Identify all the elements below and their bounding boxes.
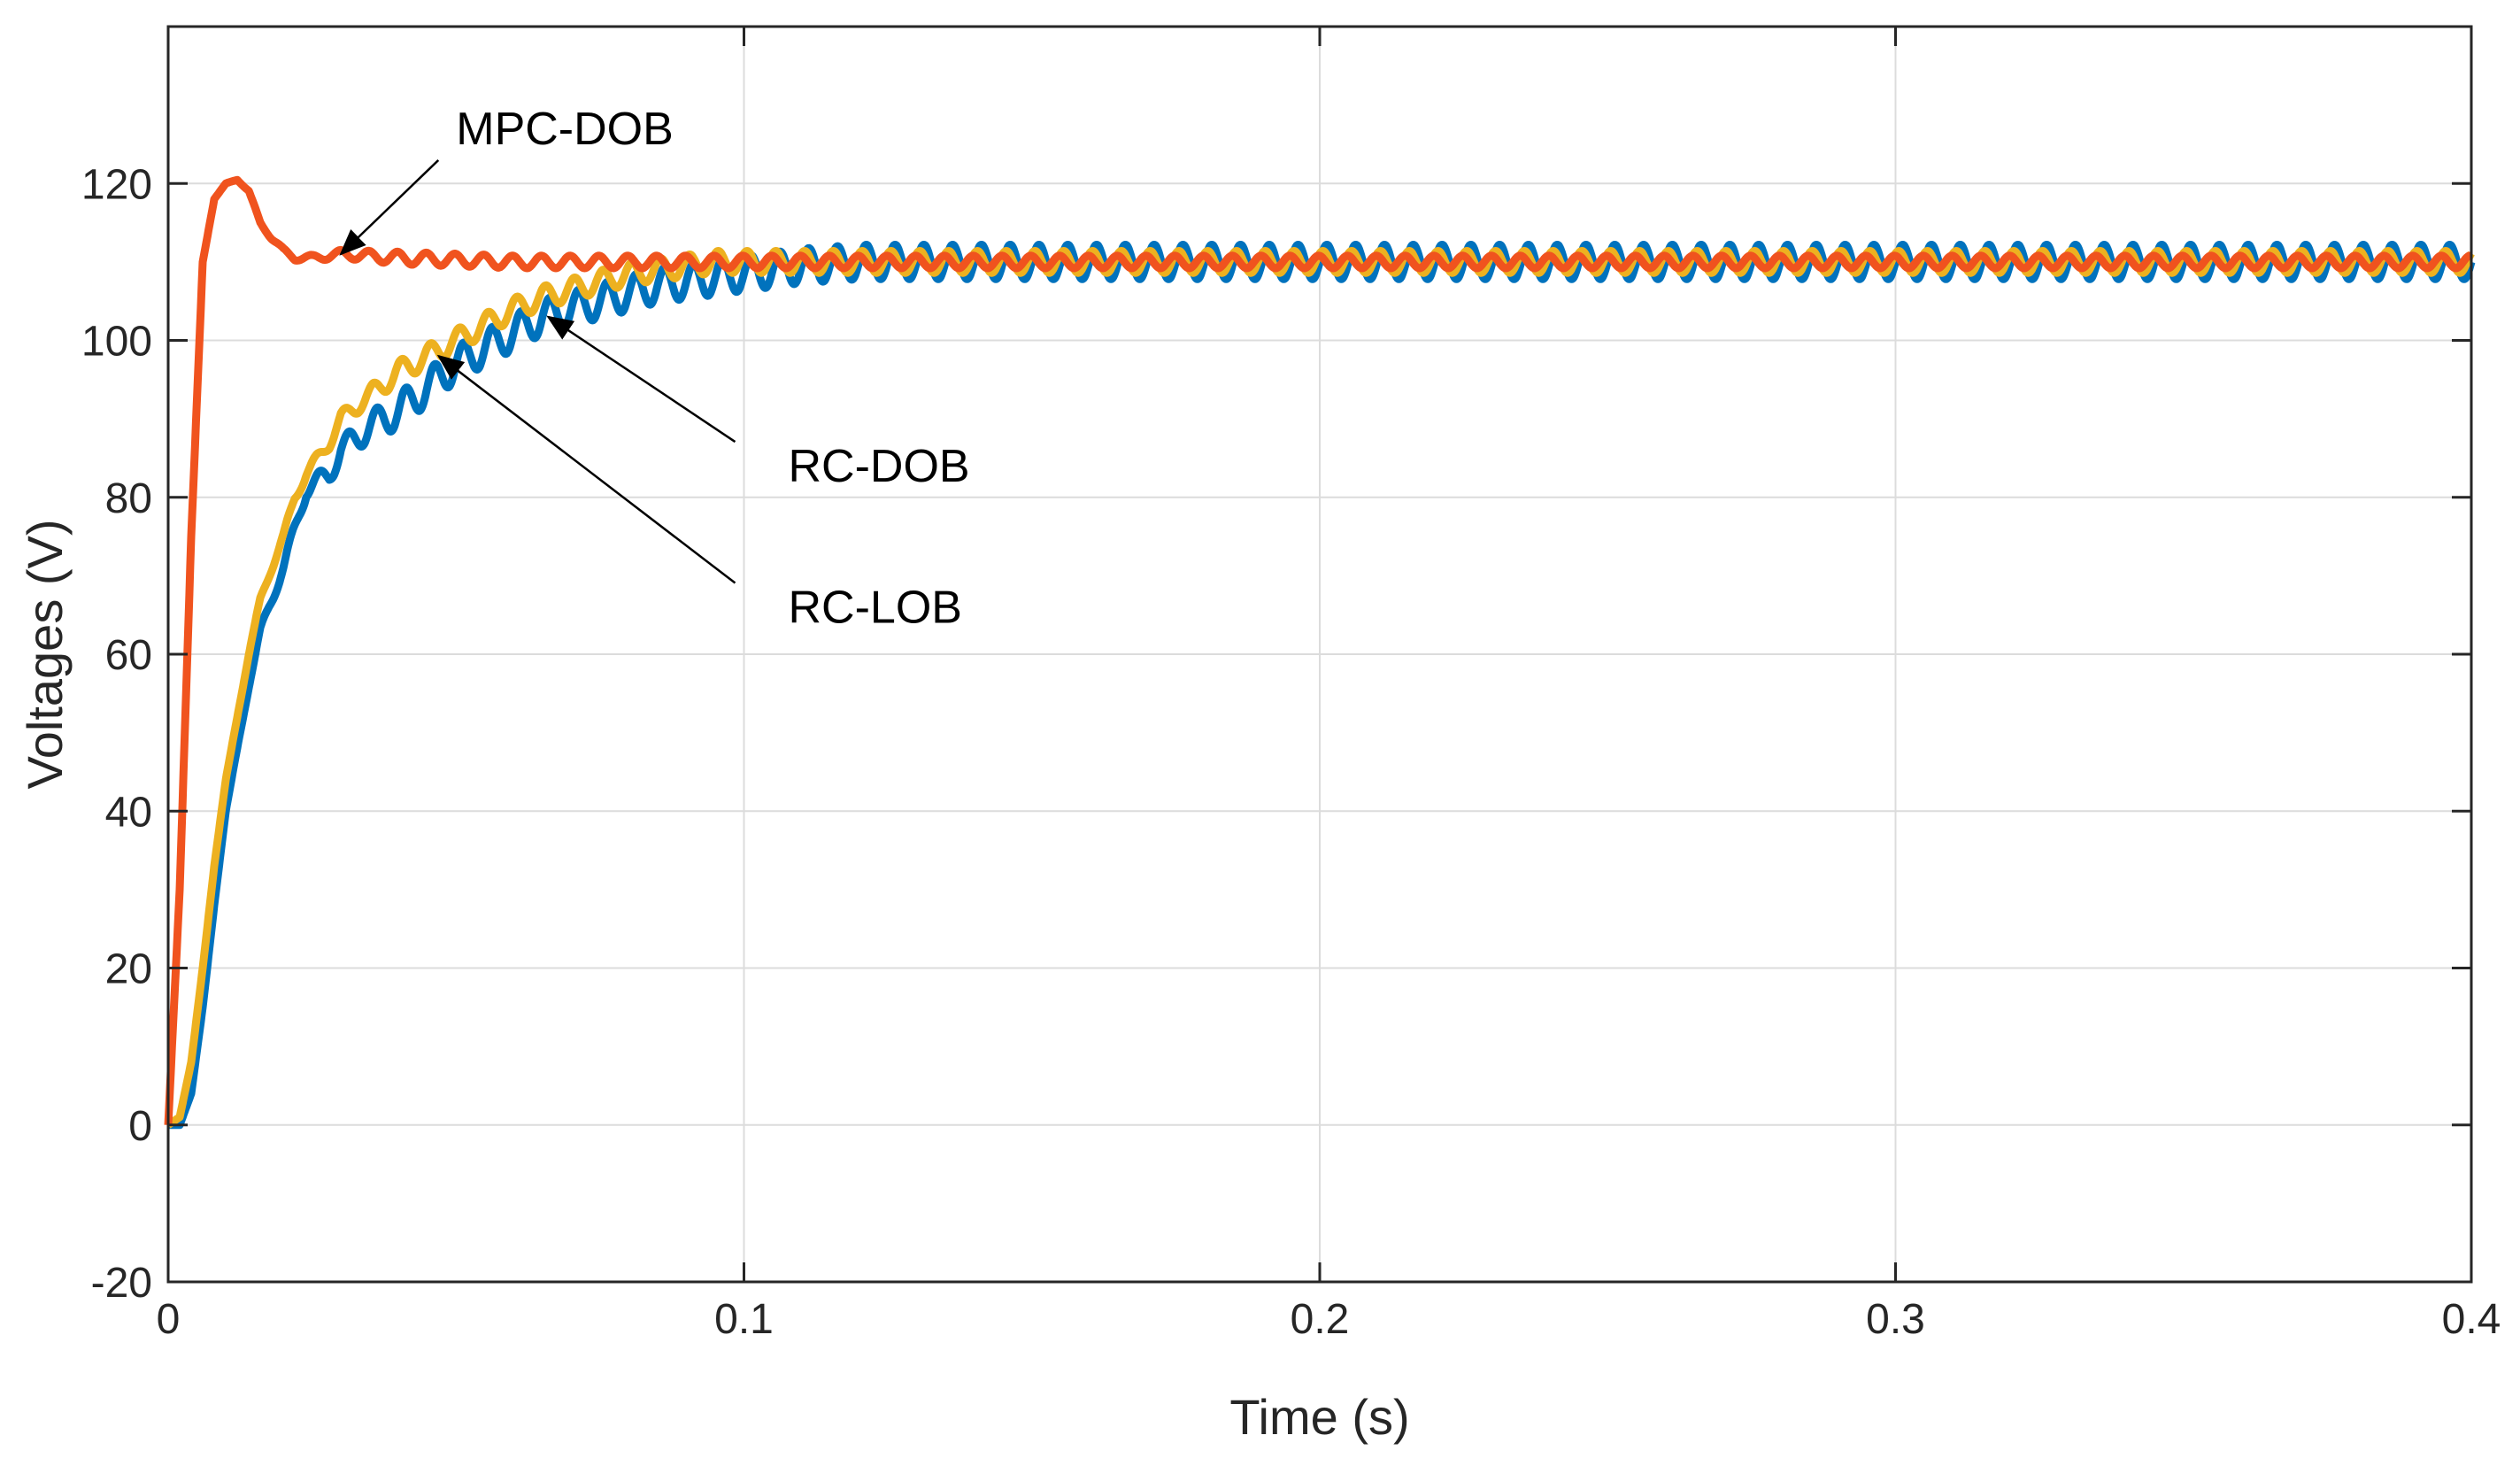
x-tick-label: 0.2 bbox=[1291, 1296, 1350, 1343]
annotation-arrow bbox=[436, 354, 736, 584]
annotation-arrow bbox=[339, 159, 440, 256]
y-tick-label: 20 bbox=[105, 946, 152, 993]
y-tick-label: 40 bbox=[105, 789, 152, 836]
x-axis-label: Time (s) bbox=[1229, 1389, 1409, 1445]
y-axis-label: Voltages (V) bbox=[17, 519, 73, 789]
y-tick-label: 120 bbox=[81, 161, 152, 208]
annotation-label: RC-LOB bbox=[789, 583, 962, 634]
y-tick-label: 80 bbox=[105, 475, 152, 522]
annotation-label: RC-DOB bbox=[789, 441, 970, 492]
x-tick-label: 0.4 bbox=[2442, 1296, 2501, 1343]
y-tick-label: 0 bbox=[128, 1103, 152, 1150]
series-line-mpc-dob bbox=[164, 175, 2475, 1126]
series-group bbox=[164, 175, 2476, 1130]
annotation-label: MPC-DOB bbox=[456, 104, 674, 155]
y-tick-label: 100 bbox=[81, 319, 152, 366]
annotations-group: MPC-DOB RC-DOB RC-LOB bbox=[339, 104, 970, 634]
x-tick-label: 0 bbox=[157, 1296, 181, 1343]
y-tick-label: -20 bbox=[91, 1260, 152, 1307]
x-tick-label: 0.3 bbox=[1866, 1296, 1925, 1343]
annotation-arrow bbox=[546, 315, 736, 444]
grid-lines bbox=[168, 27, 2471, 1282]
x-tick-label: 0.1 bbox=[714, 1296, 774, 1343]
y-tick-label: 60 bbox=[105, 632, 152, 679]
